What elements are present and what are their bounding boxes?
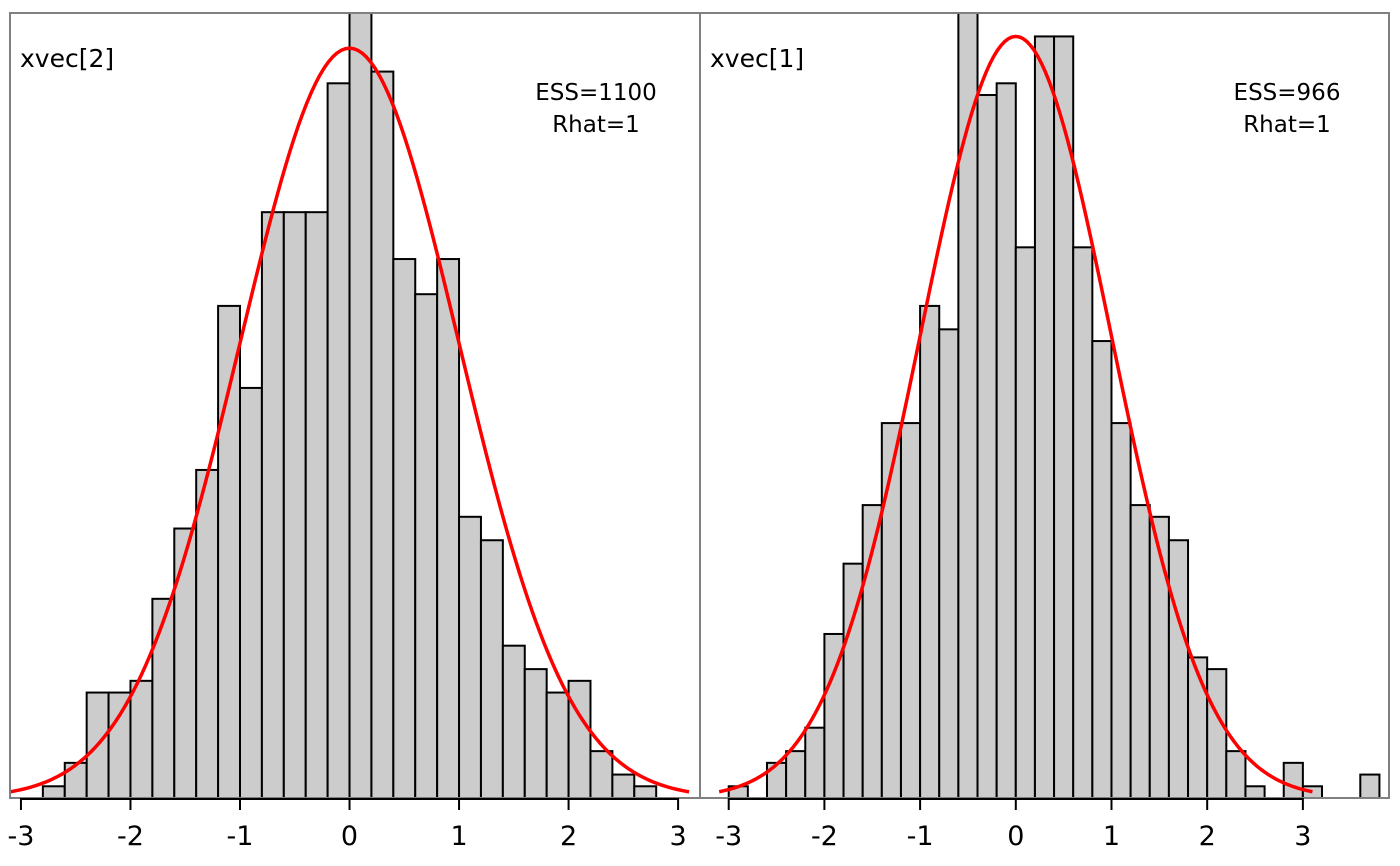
histogram-bar [501, 644, 526, 800]
histogram-bar [107, 691, 132, 800]
histogram-bar [1091, 340, 1113, 799]
histogram-bar [1301, 785, 1324, 799]
ess-label-xvec-2: ESS=1100 [535, 80, 657, 106]
histogram-bar [589, 750, 614, 800]
bars-xvec-2 [41, 12, 658, 800]
histogram-bar [282, 211, 307, 800]
histogram-bar [260, 211, 285, 800]
x-tick-label: 0 [341, 821, 358, 852]
panel-xvec-1: xvec[1] ESS=966 Rhat=1 -3 -2 -1 0 1 2 3 [699, 12, 1390, 852]
x-tick-label: 1 [1103, 821, 1120, 852]
histogram-bar [63, 761, 88, 800]
histogram-bar [1359, 773, 1381, 799]
histogram-bar [479, 539, 504, 800]
histogram-bar [1129, 504, 1151, 799]
histogram-bar [436, 258, 461, 799]
x-tick-label: -3 [7, 821, 34, 852]
histogram-bar [919, 304, 941, 799]
x-tick-label: 2 [560, 821, 577, 852]
histogram-bar [129, 679, 154, 799]
density-curve-xvec-2 [9, 46, 690, 794]
x-tick-label: -2 [811, 821, 838, 852]
x-axis-xvec-2: -3 -2 -1 0 1 2 3 [7, 798, 687, 852]
histogram-bar [785, 750, 807, 800]
histogram-bar [1014, 246, 1036, 799]
histogram-bar [804, 726, 826, 799]
histogram-bar [195, 468, 220, 799]
x-tick-label: 3 [1294, 821, 1311, 852]
histogram-bar [1110, 422, 1132, 799]
panel-title-xvec-2: xvec[2] [20, 44, 114, 73]
histogram-bar [173, 527, 198, 799]
histogram-bar [633, 785, 658, 799]
x-tick-label: -3 [715, 821, 742, 852]
histogram-bar [1167, 539, 1190, 800]
histogram-bar [392, 258, 417, 799]
rhat-label-xvec-1: Rhat=1 [1243, 112, 1331, 138]
rhat-label-xvec-2: Rhat=1 [552, 112, 640, 138]
histogram-bar [304, 211, 329, 800]
histogram-bar [348, 12, 373, 799]
histogram-bar [995, 82, 1017, 799]
histogram-bar [880, 422, 902, 799]
histogram-bar [151, 597, 176, 800]
histogram-bar [1206, 668, 1228, 799]
x-tick-label: 0 [1007, 821, 1024, 852]
histogram-bar [523, 668, 548, 799]
histogram-bar [370, 70, 395, 799]
x-tick-label: -1 [227, 821, 254, 852]
x-tick-label: 1 [450, 821, 467, 852]
histogram-bar [41, 785, 66, 799]
histogram-bar [458, 515, 482, 799]
histogram-bar [1033, 35, 1056, 799]
histogram-bar [938, 328, 960, 799]
histogram-bar [326, 82, 351, 799]
histogram-bar [567, 679, 592, 799]
histogram-bar [239, 386, 263, 799]
histogram-bar [414, 293, 439, 799]
ess-label-xvec-1: ESS=966 [1234, 80, 1341, 106]
panel-title-xvec-1: xvec[1] [710, 44, 804, 73]
histogram-bar [1282, 761, 1304, 800]
histogram-bar [899, 422, 922, 799]
x-tick-label: 3 [670, 821, 687, 852]
density-curve-xvec-1 [718, 34, 1313, 794]
histogram-bar [1187, 656, 1209, 800]
panel-xvec-2: xvec[2] ESS=1100 Rhat=1 -3 -2 -1 0 1 2 3 [7, 12, 701, 852]
histogram-bar [976, 94, 998, 799]
histogram-bar [1244, 785, 1266, 799]
x-tick-label: 2 [1199, 821, 1216, 852]
histogram-bar [1148, 515, 1170, 799]
histogram-bar [545, 691, 570, 800]
histogram-bar [611, 773, 636, 799]
histogram-bar [1225, 750, 1247, 800]
histogram-bar [1072, 246, 1094, 799]
x-tick-label: -2 [117, 821, 144, 852]
histogram-bar [217, 304, 242, 799]
x-axis-xvec-1: -3 -2 -1 0 1 2 3 [715, 798, 1311, 852]
x-tick-label: -1 [907, 821, 934, 852]
